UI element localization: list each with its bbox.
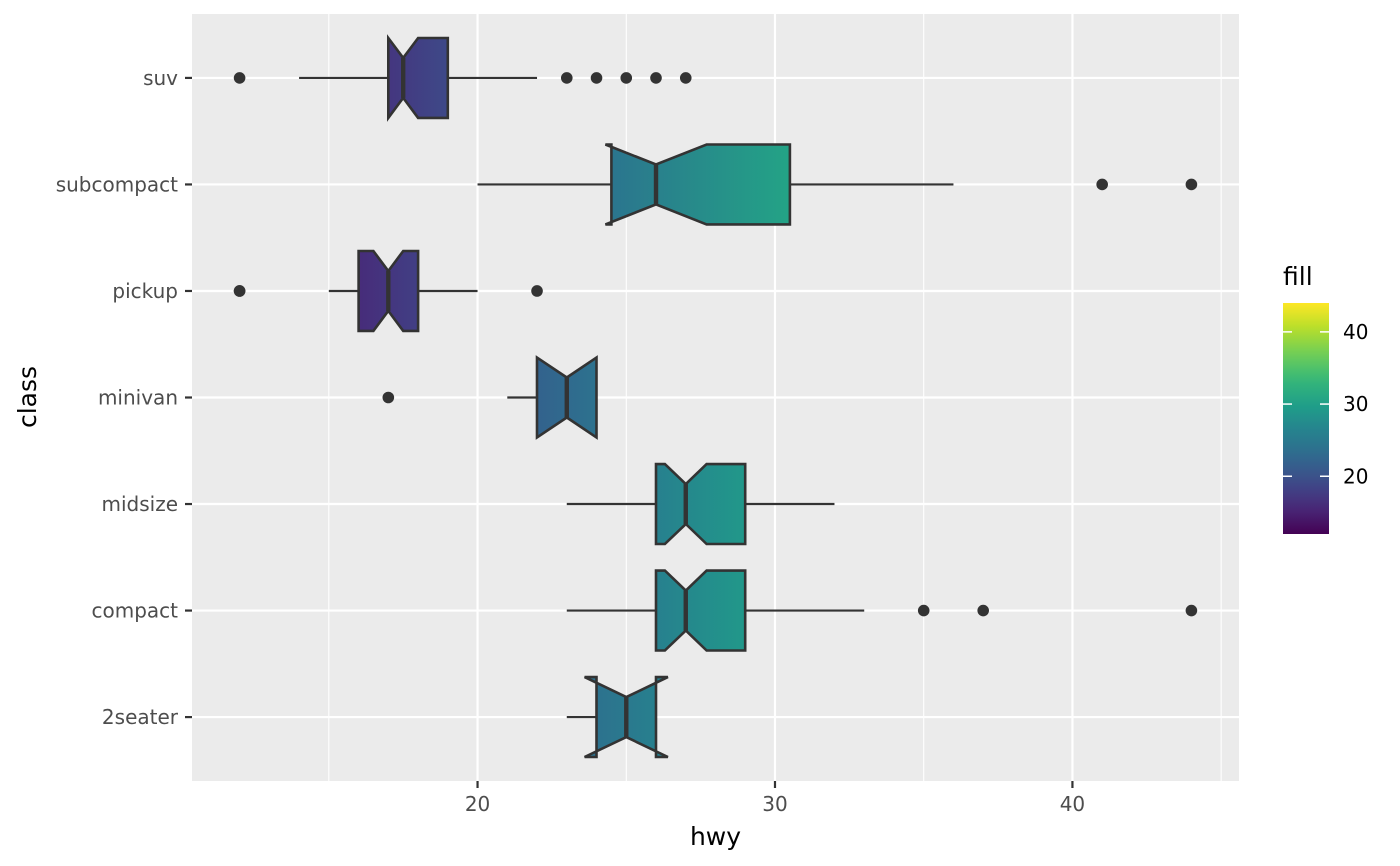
y-tick-label-compact: compact bbox=[91, 599, 178, 623]
y-tick-label-minivan: minivan bbox=[98, 386, 178, 410]
box-body-midsize bbox=[654, 462, 747, 546]
outlier-suv-1 bbox=[560, 72, 573, 84]
outlier-minivan-0 bbox=[382, 391, 395, 404]
legend: fill 20 30 40 bbox=[1283, 262, 1368, 534]
outlier-compact-1 bbox=[977, 604, 989, 617]
box-body-subcompact bbox=[604, 143, 792, 226]
x-tick-label-2: 40 bbox=[1060, 792, 1085, 816]
x-tick-label-0: 20 bbox=[465, 792, 490, 816]
box-subcompact bbox=[477, 143, 1198, 226]
outlier-suv-3 bbox=[620, 72, 633, 84]
legend-tick-label-0: 20 bbox=[1343, 464, 1368, 488]
box-compact bbox=[566, 569, 1198, 652]
legend-tick-label-2: 40 bbox=[1343, 320, 1368, 344]
y-tick-label-suv: suv bbox=[143, 66, 178, 90]
outlier-compact-2 bbox=[1185, 604, 1198, 617]
outlier-suv-4 bbox=[650, 72, 662, 84]
outlier-subcompact-1 bbox=[1185, 178, 1198, 191]
legend-title: fill bbox=[1283, 262, 1313, 291]
outlier-subcompact-0 bbox=[1096, 178, 1108, 191]
x-axis-title: hwy bbox=[690, 822, 741, 851]
box-pickup bbox=[233, 249, 543, 333]
y-axis: 2seater compact midsize minivan pickup subcom… bbox=[56, 66, 192, 729]
y-axis-title: class bbox=[13, 366, 42, 428]
outlier-suv-5 bbox=[679, 72, 692, 84]
outlier-suv-2 bbox=[590, 72, 603, 84]
legend-colorbar bbox=[1283, 303, 1329, 534]
box-2seater bbox=[566, 675, 669, 759]
outlier-compact-0 bbox=[917, 604, 930, 617]
box-suv bbox=[233, 34, 692, 122]
box-minivan bbox=[382, 355, 598, 440]
x-axis: 20 30 40 bbox=[465, 781, 1085, 816]
boxes bbox=[233, 34, 1198, 759]
y-tick-label-2seater: 2seater bbox=[102, 705, 179, 729]
outlier-suv-0 bbox=[233, 72, 246, 84]
y-tick-label-pickup: pickup bbox=[112, 279, 178, 303]
x-tick-label-1: 30 bbox=[762, 792, 787, 816]
box-body-compact bbox=[654, 569, 747, 652]
outlier-pickup-2 bbox=[531, 285, 543, 297]
y-tick-label-subcompact: subcompact bbox=[56, 172, 178, 196]
box-midsize bbox=[566, 462, 835, 546]
legend-tick-label-1: 30 bbox=[1343, 392, 1368, 416]
outlier-pickup-1 bbox=[233, 285, 246, 297]
y-tick-label-midsize: midsize bbox=[101, 492, 178, 516]
box-body-suv bbox=[386, 34, 450, 122]
